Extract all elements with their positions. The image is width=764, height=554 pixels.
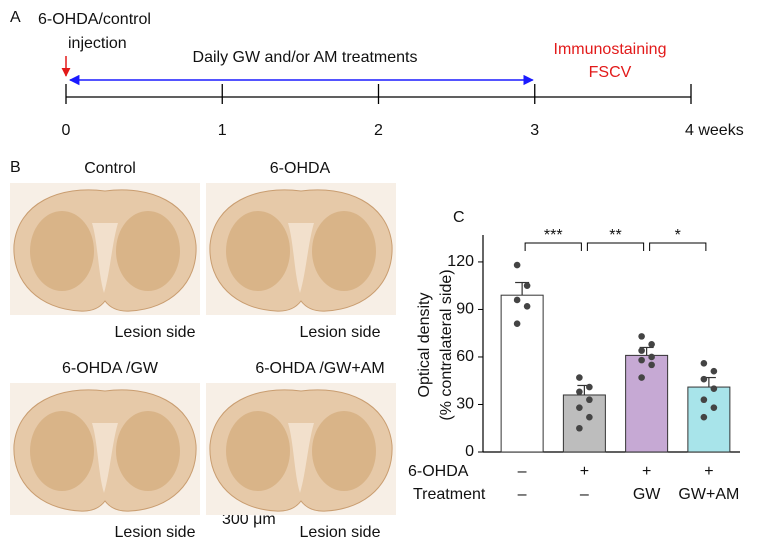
data-point (648, 353, 655, 361)
end-label: FSCV (589, 64, 632, 81)
row-value: – (518, 486, 527, 503)
row-value: – (580, 486, 589, 503)
panel-label: C (453, 209, 465, 226)
data-point (700, 396, 708, 404)
y-tick-label: 90 (456, 301, 474, 318)
significance-label: * (675, 227, 681, 244)
row-label: Treatment (413, 486, 486, 503)
image-caption: Lesion side (300, 524, 381, 541)
data-point (710, 367, 718, 375)
data-point (638, 356, 645, 364)
bar (500, 294, 544, 453)
y-tick-label: 60 (456, 348, 474, 365)
image-title: 6-OHDA /GW (62, 360, 159, 377)
brain-section-image (205, 382, 397, 516)
treatment-label: Daily GW and/or AM treatments (193, 49, 418, 66)
data-point (648, 340, 655, 348)
scale-bar-label: 300 μm (222, 511, 276, 528)
data-point (513, 296, 521, 304)
data-point (586, 396, 593, 404)
image-caption: Lesion side (115, 524, 196, 541)
start-label: injection (68, 35, 127, 52)
significance-bracket (524, 242, 582, 251)
y-axis-label: (% contralateral side) (438, 269, 455, 420)
image-title: 6-OHDA /GW+AM (255, 360, 384, 377)
timeline-tick-label: 1 (218, 122, 227, 139)
data-point (638, 347, 645, 354)
data-point (700, 359, 708, 367)
y-tick-label: 120 (447, 253, 474, 270)
row-value: + (704, 463, 713, 480)
row-value: GW (633, 486, 661, 503)
data-point (523, 302, 531, 310)
row-value: + (580, 463, 589, 480)
bar (625, 354, 669, 453)
data-point (700, 413, 708, 421)
image-caption: Lesion side (115, 324, 196, 341)
significance-bracket (586, 242, 645, 251)
data-point (576, 424, 583, 432)
row-value: – (518, 463, 527, 480)
data-point (576, 374, 583, 381)
bar (687, 386, 731, 453)
data-point (586, 383, 593, 391)
significance-label: ** (609, 227, 621, 244)
data-point (710, 385, 718, 392)
brain-section-image (9, 182, 201, 316)
y-tick-label: 0 (465, 443, 474, 460)
image-title: 6-OHDA (270, 160, 331, 177)
data-point (586, 413, 593, 421)
data-point (710, 404, 718, 411)
timeline-tick-label: 0 (62, 122, 71, 139)
row-value: GW+AM (678, 486, 739, 503)
y-axis-label: Optical density (416, 293, 433, 398)
data-point (576, 404, 583, 411)
data-point (648, 361, 655, 369)
panel-a: A 6-OHDA/control injection Daily GW and/… (10, 9, 744, 139)
brain-section-image (205, 182, 397, 316)
data-point (638, 374, 645, 381)
start-label: 6-OHDA/control (38, 11, 151, 28)
end-label: Immunostaining (554, 41, 667, 58)
data-point (523, 282, 531, 289)
brain-section-image (9, 382, 201, 516)
timeline-tick-label: 4 weeks (685, 122, 744, 139)
panel-label: B (10, 159, 21, 176)
timeline-tick-label: 2 (374, 122, 383, 139)
row-value: + (642, 463, 651, 480)
row-label: 6-OHDA (408, 463, 469, 480)
data-point (576, 388, 583, 396)
panel-b: B 300 μm Control Lesion side 6-OHDA Lesion … (9, 159, 397, 541)
data-point (700, 375, 708, 383)
significance-label: *** (544, 227, 563, 244)
image-title: Control (84, 160, 136, 177)
data-point (513, 320, 521, 328)
data-point (513, 261, 521, 269)
significance-bracket (649, 242, 707, 251)
panel-c: C Optical density (% contralateral side)… (408, 209, 740, 503)
y-tick-label: 30 (456, 396, 474, 413)
data-point (638, 333, 645, 340)
bar (562, 394, 606, 453)
timeline-tick-label: 3 (530, 122, 539, 139)
panel-label: A (10, 9, 21, 26)
image-caption: Lesion side (300, 324, 381, 341)
